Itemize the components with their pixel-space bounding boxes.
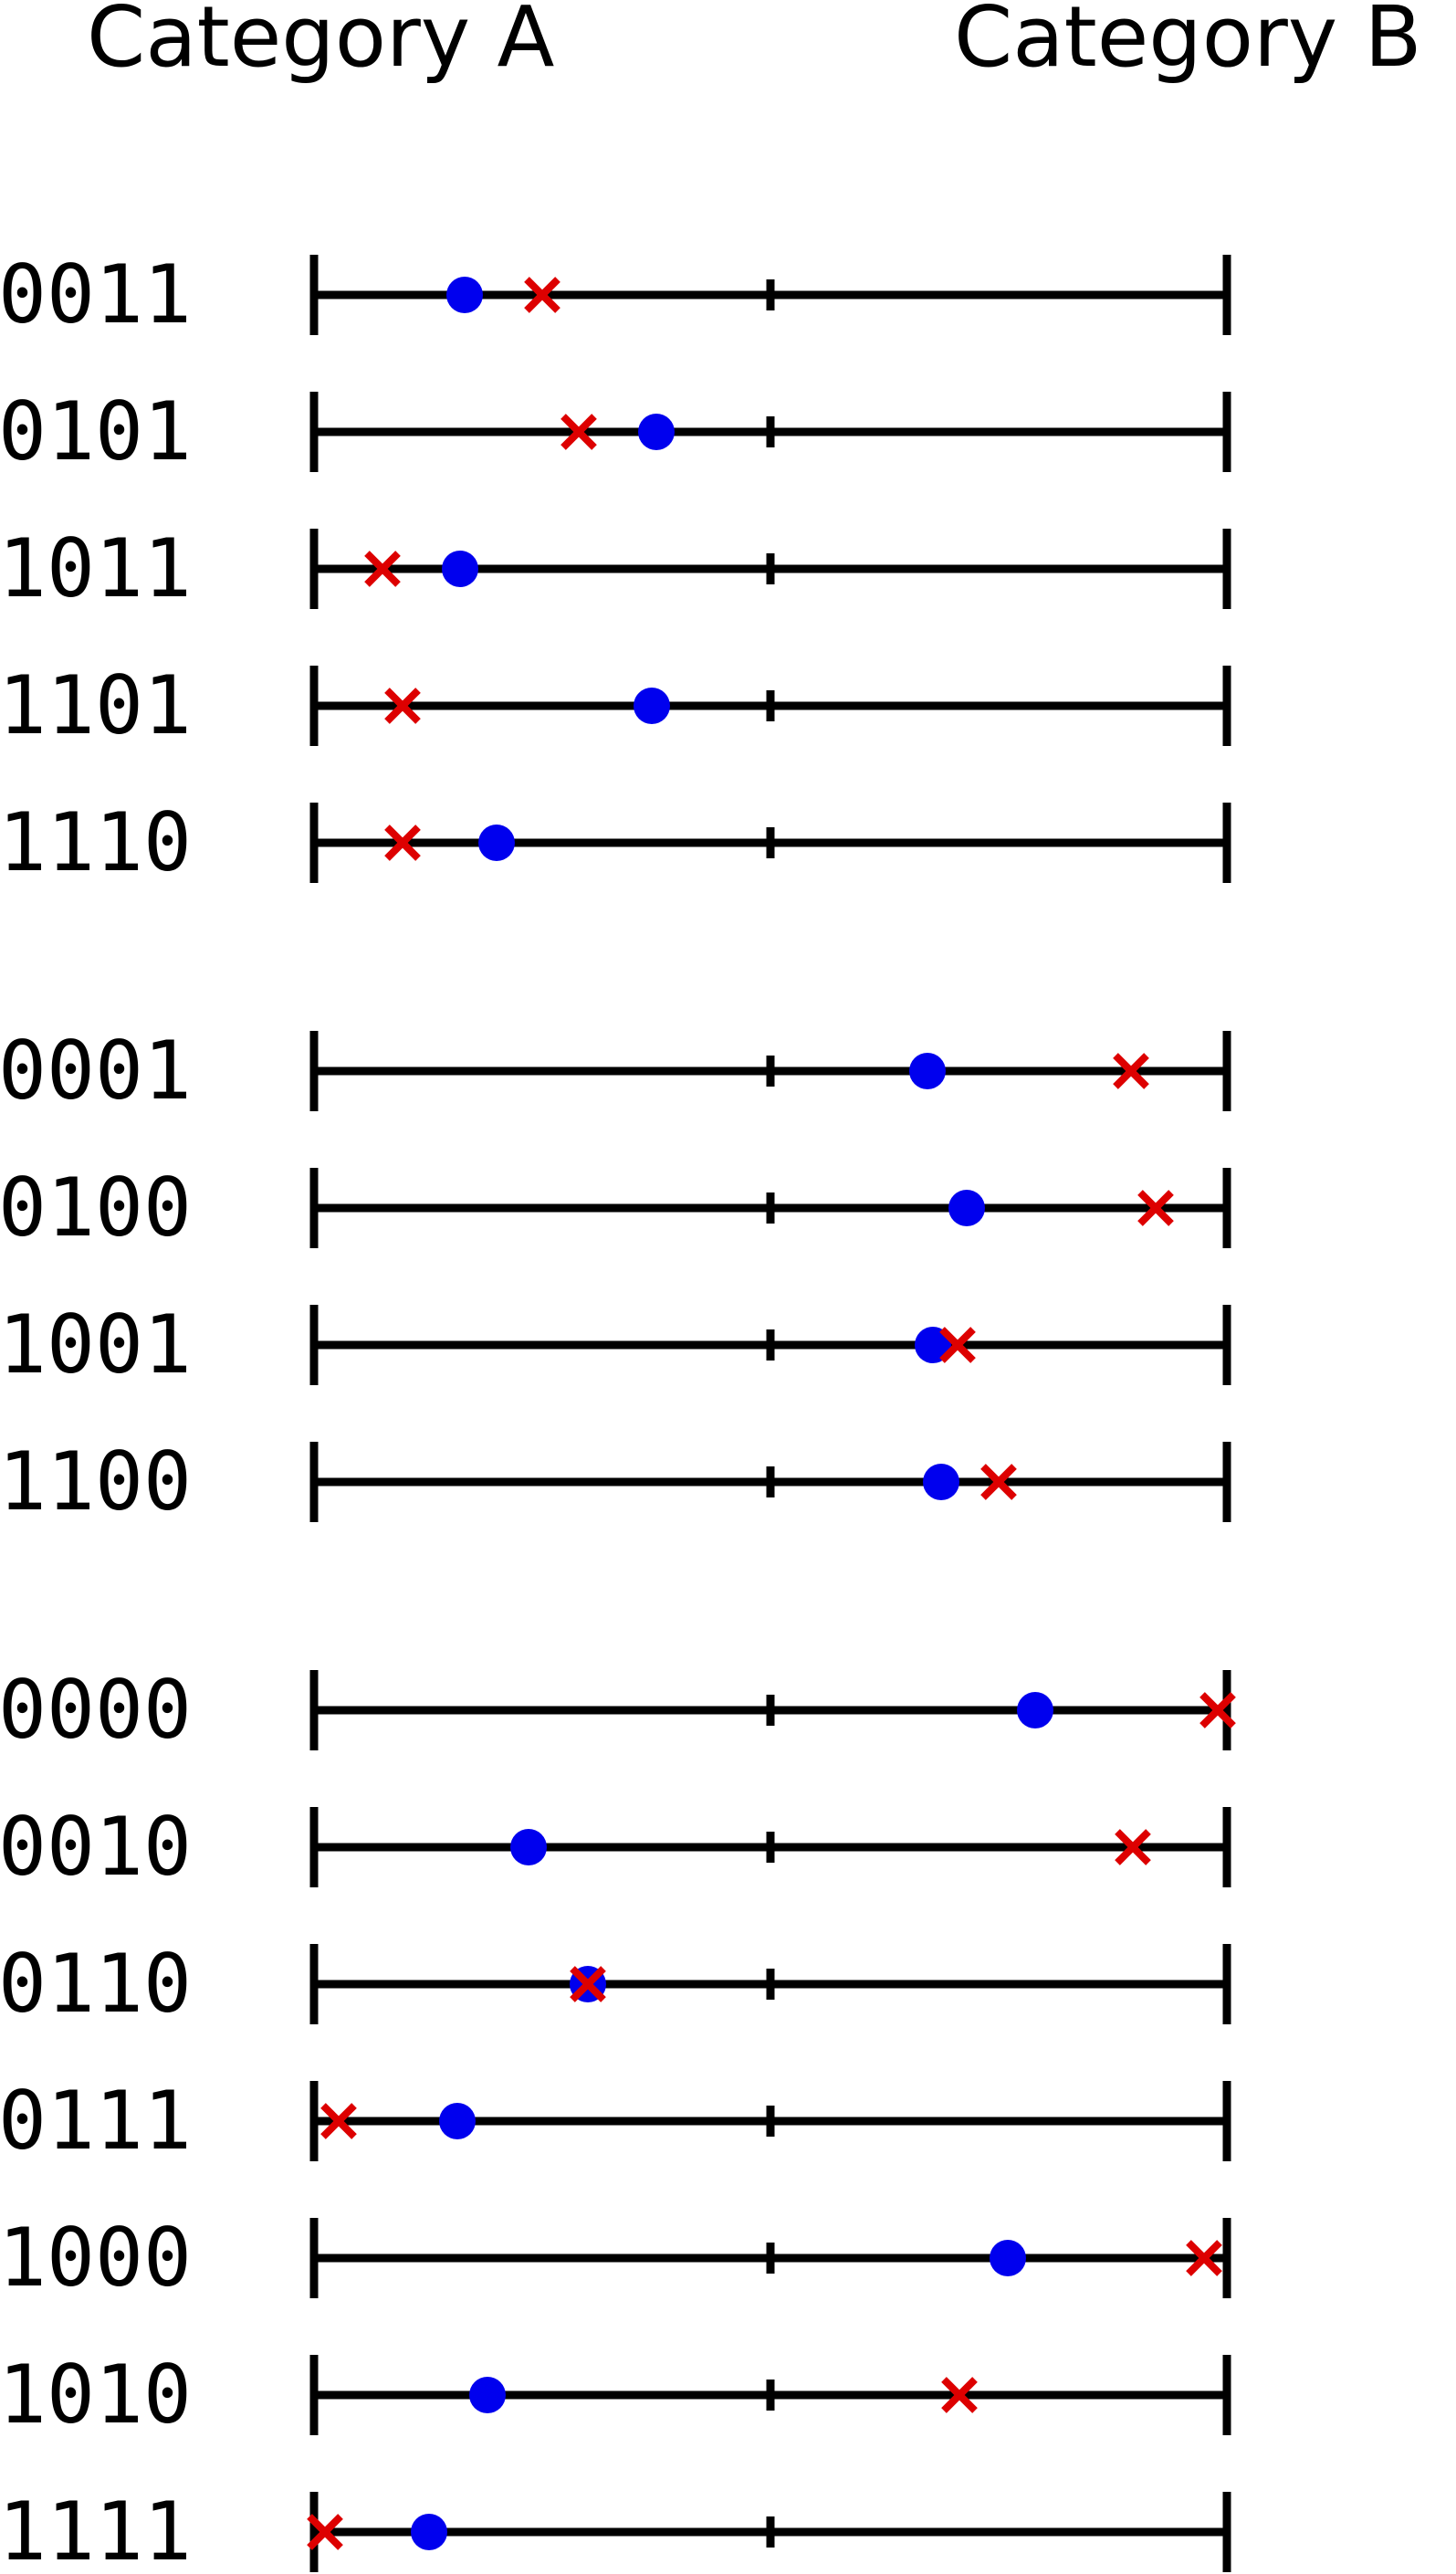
cross-marker <box>364 551 401 587</box>
cross-stroke <box>1199 1692 1236 1728</box>
circle-marker <box>990 2240 1026 2276</box>
cross-stroke <box>941 2377 978 2413</box>
row-label: 0001 <box>0 1024 192 1118</box>
row-label: 1011 <box>0 521 192 615</box>
cross-stroke <box>364 551 401 587</box>
cross-stroke <box>1115 1829 1151 1865</box>
row-label: 1001 <box>0 1298 192 1392</box>
row-label: 1100 <box>0 1434 192 1529</box>
cross-marker <box>1137 1190 1174 1226</box>
circle-marker <box>510 1829 547 1865</box>
row-label: 1000 <box>0 2211 192 2305</box>
cross-marker <box>307 2514 343 2550</box>
row-0111: 0111 <box>0 2074 1231 2168</box>
circle-marker <box>923 1464 959 1500</box>
cross-marker <box>384 825 421 861</box>
row-1110: 1110 <box>0 795 1231 889</box>
cross-marker <box>1199 1692 1236 1728</box>
row-0101: 0101 <box>0 384 1231 478</box>
category-a-label: Category A <box>87 0 554 86</box>
circle-marker <box>1017 1692 1053 1728</box>
row-label: 0111 <box>0 2074 192 2168</box>
row-1101: 1101 <box>0 658 1231 752</box>
cross-stroke <box>1113 1053 1149 1089</box>
row-1100: 1100 <box>0 1434 1231 1529</box>
cross-marker <box>570 1966 606 2002</box>
row-1010: 1010 <box>0 2348 1231 2442</box>
circle-marker <box>478 825 515 861</box>
cross-marker <box>560 414 597 450</box>
cross-stroke <box>980 1464 1017 1500</box>
circle-marker <box>446 277 483 313</box>
row-label: 1110 <box>0 795 192 889</box>
row-0110: 0110 <box>0 1937 1231 2031</box>
row-label: 0011 <box>0 247 192 341</box>
row-0010: 0010 <box>0 1800 1231 1894</box>
cross-stroke <box>384 688 421 724</box>
cross-marker <box>1186 2240 1222 2276</box>
cross-marker <box>524 277 560 313</box>
category-b-label: Category B <box>954 0 1422 86</box>
row-1001: 1001 <box>0 1298 1231 1392</box>
cross-stroke <box>1137 1190 1174 1226</box>
circle-marker <box>638 414 675 450</box>
cross-marker <box>320 2103 357 2139</box>
row-0001: 0001 <box>0 1024 1231 1118</box>
cross-marker <box>1113 1053 1149 1089</box>
cross-stroke <box>307 2514 343 2550</box>
cross-stroke <box>384 825 421 861</box>
row-label: 0101 <box>0 384 192 478</box>
cross-marker <box>980 1464 1017 1500</box>
cross-marker <box>1115 1829 1151 1865</box>
row-label: 1010 <box>0 2348 192 2442</box>
circle-marker <box>411 2514 447 2550</box>
cross-stroke <box>570 1966 606 2002</box>
circle-marker <box>439 2103 476 2139</box>
row-0000: 0000 <box>0 1663 1236 1757</box>
row-1111: 1111 <box>0 2485 1231 2574</box>
cross-stroke <box>1186 2240 1222 2276</box>
cross-stroke <box>560 414 597 450</box>
row-label: 0100 <box>0 1161 192 1255</box>
row-0100: 0100 <box>0 1161 1231 1255</box>
row-label: 0110 <box>0 1937 192 2031</box>
circle-marker <box>442 551 478 587</box>
circle-marker <box>634 688 670 724</box>
circle-marker <box>915 1327 951 1363</box>
cross-marker <box>384 688 421 724</box>
row-label: 1101 <box>0 658 192 752</box>
cross-marker <box>941 2377 978 2413</box>
row-1000: 1000 <box>0 2211 1231 2305</box>
row-label: 0000 <box>0 1663 192 1757</box>
circle-marker <box>948 1190 985 1226</box>
cross-stroke <box>320 2103 357 2139</box>
circle-marker <box>909 1053 946 1089</box>
row-1011: 1011 <box>0 521 1231 615</box>
row-label: 1111 <box>0 2485 192 2574</box>
cross-marker <box>939 1327 976 1363</box>
row-label: 0010 <box>0 1800 192 1894</box>
cross-stroke <box>524 277 560 313</box>
row-0011: 0011 <box>0 247 1231 341</box>
plot-rows: 0011 0101 1011 1101 1110 0001 0100 1001 1100 0000… <box>0 247 1236 2574</box>
circle-marker <box>469 2377 506 2413</box>
cross-stroke <box>939 1327 976 1363</box>
